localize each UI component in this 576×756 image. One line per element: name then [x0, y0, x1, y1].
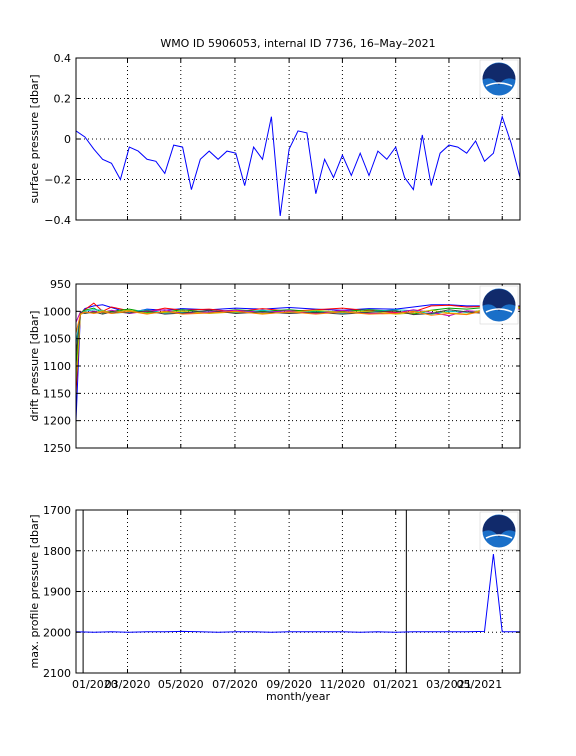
y-tick-label: 1250: [43, 442, 71, 455]
y-tick-label: 1050: [43, 333, 71, 346]
series-line: [76, 306, 520, 367]
x-tick-label: 09/2020: [266, 678, 312, 691]
axes-box: [75, 57, 521, 221]
gridlines: [76, 510, 520, 673]
noaa-logo-icon: [479, 59, 519, 99]
x-tick-label: 03/2021: [426, 678, 472, 691]
x-tick-label: 05/2021: [457, 678, 503, 691]
y-axis-label: surface pressure [dbar]: [28, 75, 41, 204]
y-tick-label: 1200: [43, 415, 71, 428]
gridlines: [76, 284, 520, 448]
y-tick-label: 1150: [43, 387, 71, 400]
noaa-logo-icon: [479, 285, 519, 325]
noaa-logo-icon: [479, 511, 519, 551]
x-axis-label: month/year: [266, 690, 330, 703]
x-tick-label: 07/2020: [212, 678, 258, 691]
series-line: [76, 553, 520, 633]
y-tick-label: 1100: [43, 360, 71, 373]
series-line: [76, 307, 520, 334]
series-line: [76, 114, 520, 216]
y-axis-label: max. profile pressure [dbar]: [28, 514, 41, 668]
x-tick-label: 05/2020: [158, 678, 204, 691]
y-tick-label: 950: [50, 278, 71, 291]
series-line: [76, 307, 520, 345]
series-group: [76, 302, 520, 421]
panel-drift-pressure: 950 1000 1050 1100 1150 1200 1250 drift pressur…: [28, 278, 521, 455]
y-tick-label: 0: [64, 133, 71, 146]
chart-title: WMO ID 5906053, internal ID 7736, 16–May…: [160, 37, 435, 50]
y-tick-label: 1900: [43, 586, 71, 599]
y-tick-label: 2000: [43, 626, 71, 639]
series-line: [76, 307, 520, 383]
series-line: [76, 302, 520, 394]
y-tick-label: 1800: [43, 545, 71, 558]
series-group: [76, 114, 520, 216]
y-axis-label: drift pressure [dbar]: [28, 311, 41, 422]
gridlines: [76, 58, 520, 220]
x-tick-label: 11/2020: [320, 678, 366, 691]
y-tick-label: 0.2: [54, 93, 72, 106]
x-tick-label: 03/2020: [105, 678, 151, 691]
y-tick-label: 0.4: [54, 52, 72, 65]
y-tick-label: 1700: [43, 504, 71, 517]
series-line: [76, 307, 520, 356]
x-tick-label: 01/2020: [72, 678, 118, 691]
y-tick-label: 1000: [43, 305, 71, 318]
y-tick-label: −0.2: [44, 174, 71, 187]
series-line: [76, 304, 520, 421]
series-group: [76, 553, 520, 633]
y-tick-label: 2100: [43, 667, 71, 680]
x-tick-label: 01/2021: [373, 678, 419, 691]
axes-box: [75, 509, 521, 674]
y-tick-label: −0.4: [44, 214, 71, 227]
